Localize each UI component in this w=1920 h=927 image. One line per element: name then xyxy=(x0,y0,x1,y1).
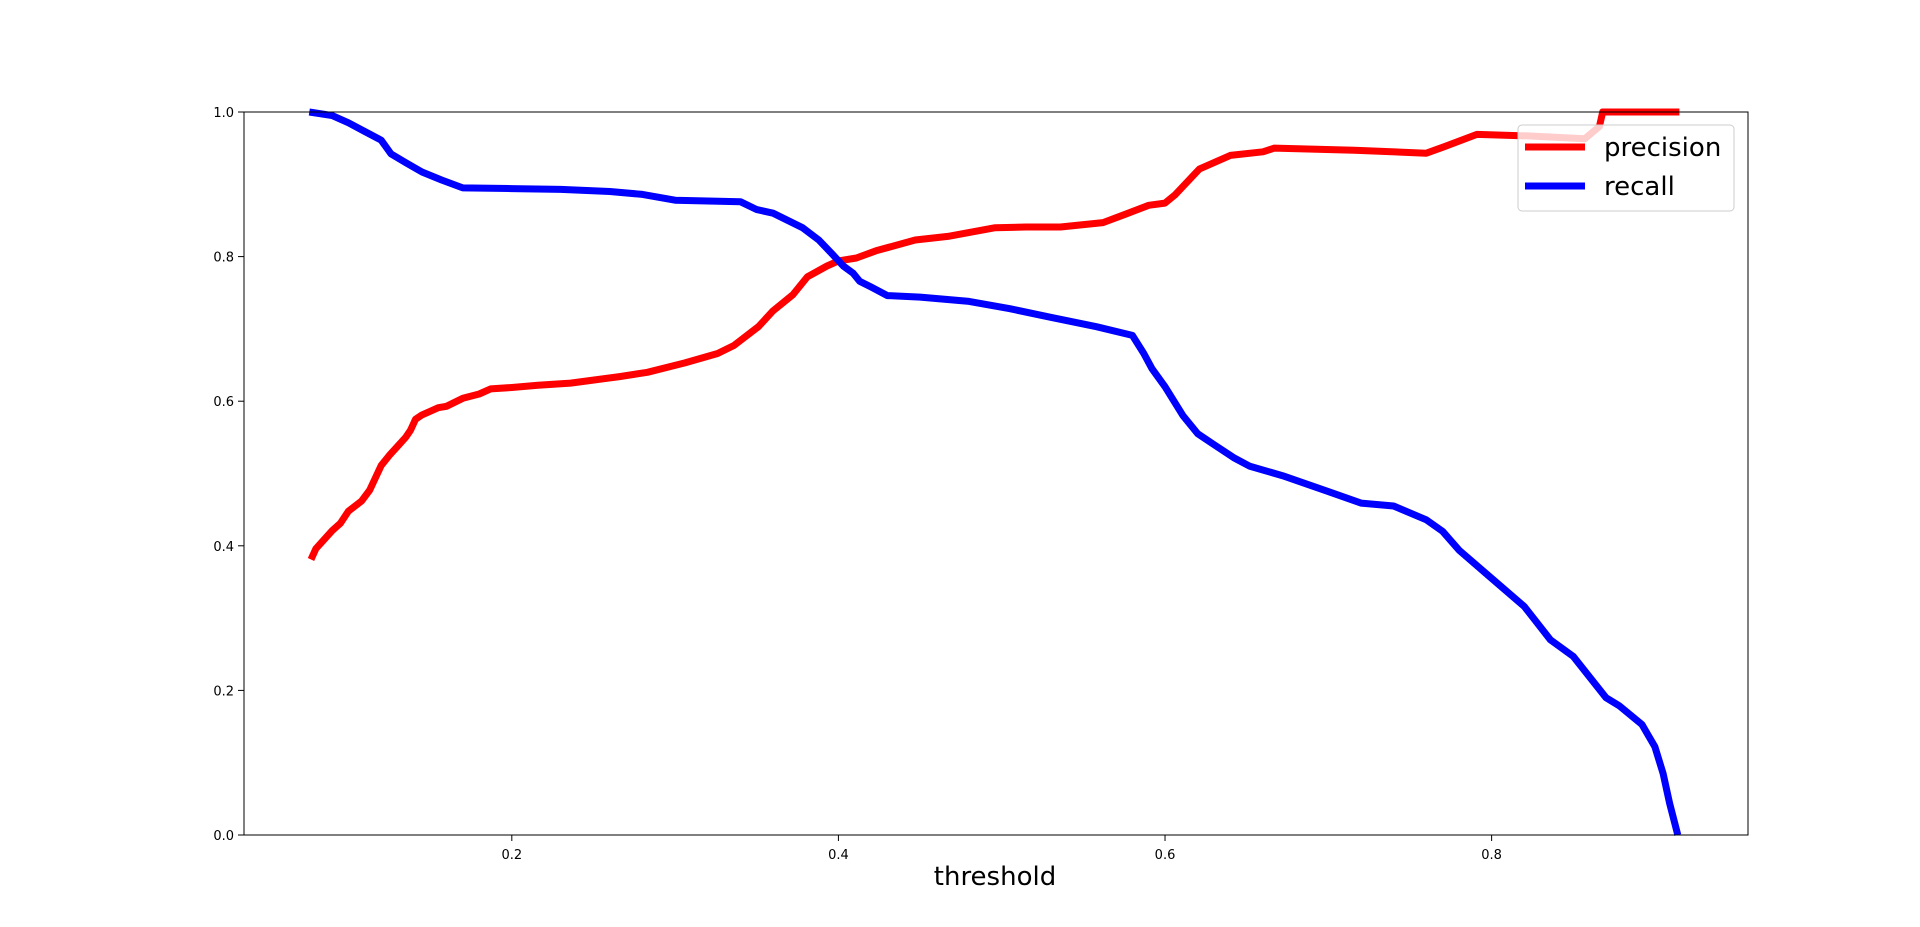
x-tick-label: 0.8 xyxy=(1481,848,1502,863)
series-line-precision xyxy=(307,108,1680,561)
x-tick-label: 0.2 xyxy=(501,848,522,863)
x-tick-label: 0.6 xyxy=(1155,848,1176,863)
series-line-recall xyxy=(308,108,1682,836)
y-tick-label: 1.0 xyxy=(213,106,234,121)
x-axis-label: threshold xyxy=(934,862,1056,892)
series-lines xyxy=(307,108,1682,836)
y-axis: 0.0 0.2 0.4 0.6 0.8 1.0 xyxy=(213,106,244,844)
legend-label-precision: precision xyxy=(1604,133,1721,163)
y-tick-label: 0.0 xyxy=(213,829,234,844)
x-tick-label: 0.4 xyxy=(828,848,849,863)
y-tick-label: 0.2 xyxy=(213,684,234,699)
plot-frame xyxy=(243,111,1749,836)
legend-label-recall: recall xyxy=(1604,172,1675,202)
legend: precision recall xyxy=(1517,124,1735,212)
plot-area xyxy=(243,108,1749,836)
y-tick-label: 0.8 xyxy=(213,251,234,266)
y-tick-label: 0.6 xyxy=(213,395,234,410)
y-tick-label: 0.4 xyxy=(213,540,234,555)
x-axis: 0.2 0.4 0.6 0.8 xyxy=(501,835,1502,863)
